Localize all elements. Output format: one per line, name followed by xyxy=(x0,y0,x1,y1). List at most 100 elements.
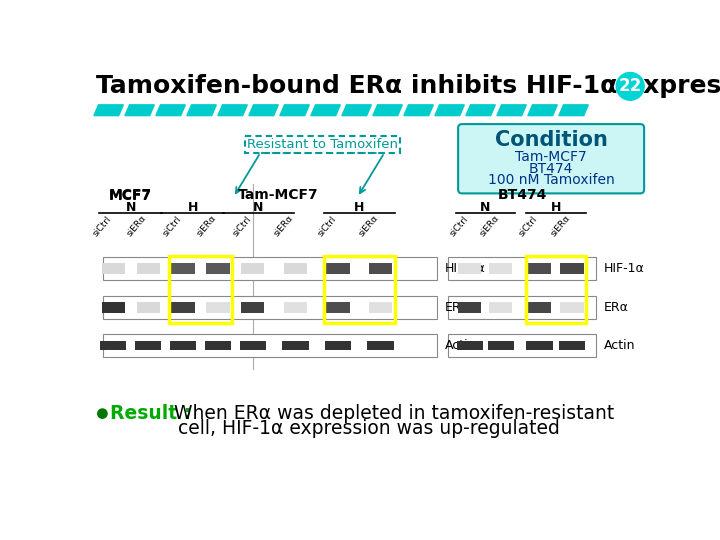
Text: H: H xyxy=(187,201,198,214)
Text: Tamoxifen-bound ERα inhibits HIF-1α expression: Tamoxifen-bound ERα inhibits HIF-1α expr… xyxy=(96,75,720,98)
Bar xyxy=(448,296,596,319)
Text: 100 nM Tamoxifen: 100 nM Tamoxifen xyxy=(487,173,614,187)
Text: MCF7: MCF7 xyxy=(109,188,152,202)
Bar xyxy=(458,264,482,274)
Bar xyxy=(326,302,350,313)
Text: siERα: siERα xyxy=(195,213,218,238)
Text: N: N xyxy=(125,201,136,214)
Bar xyxy=(325,341,351,350)
Bar xyxy=(528,264,551,274)
Bar xyxy=(284,302,307,313)
Text: siCtrl: siCtrl xyxy=(161,214,183,238)
Bar xyxy=(284,264,307,274)
Polygon shape xyxy=(94,105,123,116)
Circle shape xyxy=(616,72,644,100)
Polygon shape xyxy=(559,105,588,116)
Text: cell, HIF-1α expression was up-regulated: cell, HIF-1α expression was up-regulated xyxy=(178,418,560,438)
Text: siCtrl: siCtrl xyxy=(518,214,539,238)
Bar xyxy=(100,341,127,350)
Bar xyxy=(204,341,231,350)
Polygon shape xyxy=(342,105,372,116)
Polygon shape xyxy=(497,105,526,116)
Bar xyxy=(102,302,125,313)
Text: ERα: ERα xyxy=(445,301,470,314)
Bar xyxy=(103,296,437,319)
Text: siCtrl: siCtrl xyxy=(316,214,338,238)
Text: HIF-1α: HIF-1α xyxy=(445,262,486,275)
Text: N: N xyxy=(253,201,264,214)
Polygon shape xyxy=(466,105,495,116)
FancyBboxPatch shape xyxy=(458,124,644,193)
Text: siERα: siERα xyxy=(272,213,295,238)
Bar xyxy=(446,184,598,369)
Bar xyxy=(458,302,482,313)
Bar xyxy=(137,264,160,274)
Polygon shape xyxy=(218,105,248,116)
Bar xyxy=(487,341,514,350)
Polygon shape xyxy=(187,105,216,116)
Bar xyxy=(241,302,264,313)
Bar xyxy=(103,257,437,280)
Bar xyxy=(135,341,161,350)
Bar xyxy=(326,264,350,274)
Text: Result :: Result : xyxy=(110,404,192,423)
Polygon shape xyxy=(280,105,310,116)
Text: siERα: siERα xyxy=(477,213,500,238)
Bar xyxy=(206,264,230,274)
Polygon shape xyxy=(528,105,557,116)
Bar xyxy=(102,184,438,369)
Polygon shape xyxy=(125,105,154,116)
Text: siCtrl: siCtrl xyxy=(448,214,469,238)
Text: siERα: siERα xyxy=(125,213,148,238)
Bar xyxy=(456,341,483,350)
Polygon shape xyxy=(435,105,464,116)
Polygon shape xyxy=(311,105,341,116)
Bar xyxy=(137,302,160,313)
Bar xyxy=(526,341,553,350)
Bar xyxy=(528,302,551,313)
Text: siERα: siERα xyxy=(358,213,381,238)
Bar xyxy=(489,264,513,274)
Bar xyxy=(103,334,437,357)
Bar xyxy=(560,264,584,274)
Text: MCF7: MCF7 xyxy=(109,188,152,202)
Polygon shape xyxy=(404,105,433,116)
Bar xyxy=(448,334,596,357)
Bar xyxy=(369,264,392,274)
Bar xyxy=(170,341,196,350)
Bar xyxy=(560,302,584,313)
Text: Resistant to Tamoxifen: Resistant to Tamoxifen xyxy=(247,138,398,151)
Text: H: H xyxy=(354,201,364,214)
Bar xyxy=(369,302,392,313)
Text: siCtrl: siCtrl xyxy=(230,214,253,238)
Text: siCtrl: siCtrl xyxy=(91,214,113,238)
Text: ERα: ERα xyxy=(604,301,629,314)
Text: N: N xyxy=(480,201,490,214)
Bar xyxy=(206,302,230,313)
Text: siERα: siERα xyxy=(549,213,572,238)
Bar xyxy=(282,341,309,350)
Text: H: H xyxy=(551,201,561,214)
Bar xyxy=(559,341,585,350)
Text: Condition: Condition xyxy=(495,130,608,150)
Text: BT474: BT474 xyxy=(529,162,573,176)
Text: Actin: Actin xyxy=(604,339,635,353)
Polygon shape xyxy=(373,105,402,116)
Bar xyxy=(324,256,395,323)
Text: Actin: Actin xyxy=(445,339,477,353)
Bar xyxy=(171,264,194,274)
Bar xyxy=(169,256,232,323)
Bar xyxy=(240,341,266,350)
Text: 22: 22 xyxy=(618,77,642,96)
Polygon shape xyxy=(156,105,185,116)
Text: BT474: BT474 xyxy=(498,188,546,202)
Text: Tam-MCF7: Tam-MCF7 xyxy=(238,188,318,202)
Text: Tam-MCF7: Tam-MCF7 xyxy=(516,150,587,164)
Polygon shape xyxy=(249,105,279,116)
Bar xyxy=(367,341,394,350)
Bar xyxy=(448,257,596,280)
Text: When ERα was depleted in tamoxifen-resistant: When ERα was depleted in tamoxifen-resis… xyxy=(168,404,613,423)
Bar xyxy=(526,256,586,323)
Text: HIF-1α: HIF-1α xyxy=(604,262,644,275)
Bar xyxy=(171,302,194,313)
